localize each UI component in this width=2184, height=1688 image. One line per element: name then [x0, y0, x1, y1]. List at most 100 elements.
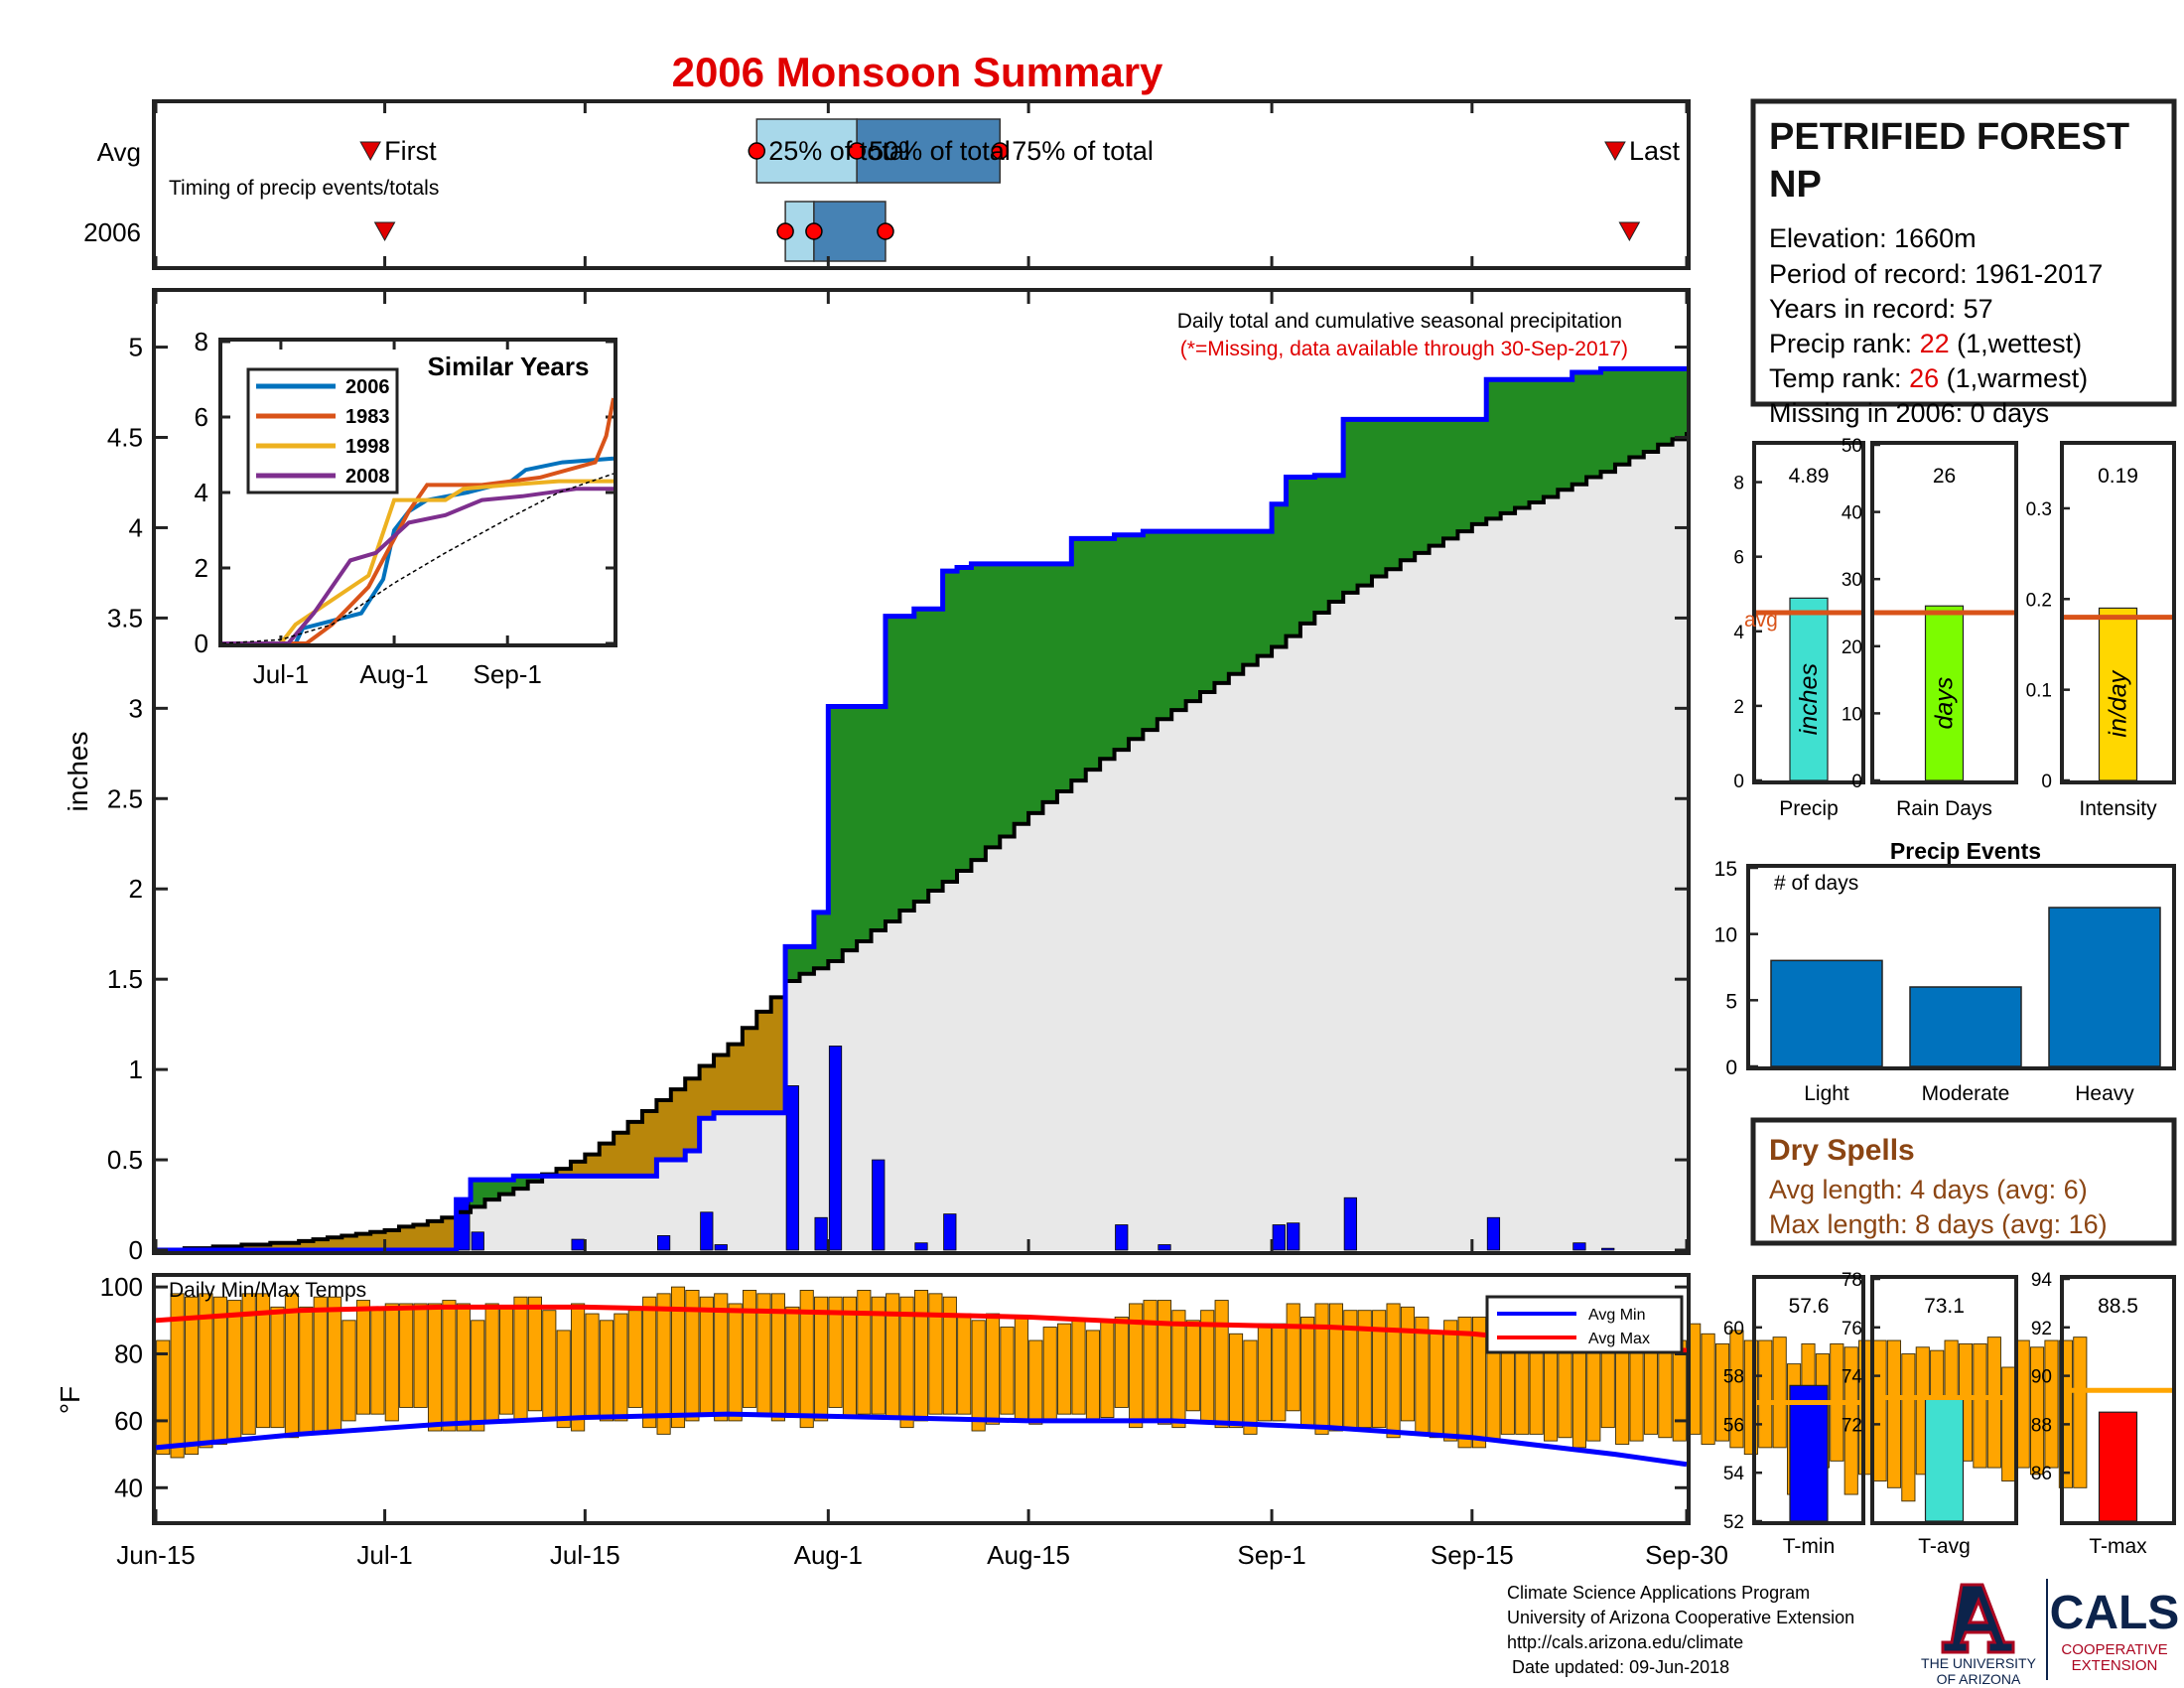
daily-precip-bar	[872, 1159, 886, 1251]
legend-avg-min: Avg Min	[1588, 1307, 1646, 1324]
daily-temp-bar	[785, 1306, 800, 1418]
daily-temp-bar	[1357, 1310, 1372, 1429]
daily-temp-bar	[1586, 1339, 1601, 1442]
daily-temp-bar	[585, 1313, 600, 1418]
daily-temp-bar	[1872, 1339, 1887, 1482]
daily-temp-bar	[284, 1293, 299, 1439]
daily-temp-bar	[1901, 1353, 1916, 1502]
daily-precip-bar	[1115, 1224, 1129, 1251]
daily-temp-bar	[1457, 1316, 1472, 1449]
dry-spells-title: Dry Spells	[1769, 1134, 1915, 1167]
temp-summary-value: 73.1	[1924, 1295, 1965, 1318]
daily-temp-bar	[1973, 1342, 1987, 1469]
summary-unit: days	[1931, 677, 1959, 730]
station-info-box: PETRIFIED FOREST NP Elevation: 1660m Per…	[1750, 98, 2177, 428]
temp-summary-bar-t-avg	[1924, 1396, 1965, 1522]
temp-summary-ytick-label: 86	[2031, 1464, 2052, 1484]
precip-events-ylabel: # of days	[1774, 872, 1858, 895]
timing-row-avg-label: Avg	[97, 137, 141, 167]
daily-temp-bar	[799, 1290, 814, 1429]
temp-summary-ytick-label: 90	[2031, 1367, 2052, 1388]
daily-temp-bar	[1986, 1336, 2001, 1469]
precip-events-bar-light	[1770, 959, 1883, 1067]
daily-temp-bar	[1042, 1327, 1057, 1422]
temp-summary-ytick-label: 60	[1723, 1319, 1744, 1339]
daily-temp-bar	[1228, 1333, 1244, 1429]
inset-legend-label-2008: 2008	[345, 466, 390, 488]
timing-label-first: First	[384, 136, 437, 166]
footer-credits: Climate Science Applications Program Uni…	[1507, 1583, 1854, 1677]
daily-precip-bar	[1486, 1216, 1501, 1251]
similar-years-title: Similar Years	[428, 352, 590, 381]
main-ytick-label: 3	[129, 693, 143, 723]
ua-logo-line-1: THE UNIVERSITY	[1921, 1655, 2037, 1671]
daily-temp-bar	[299, 1306, 314, 1435]
deficit-area	[184, 997, 786, 1250]
daily-temp-bar	[670, 1286, 686, 1429]
daily-temp-bar	[227, 1300, 242, 1442]
daily-temp-bar	[1071, 1320, 1086, 1415]
daily-temp-bar	[1214, 1300, 1229, 1429]
summary-value: 26	[1933, 465, 1956, 488]
daily-temp-bar	[986, 1313, 1001, 1425]
summary-ytick-label: 0.3	[2026, 499, 2052, 520]
main-ytick-label: 0	[129, 1235, 143, 1265]
daily-temp-bar	[341, 1320, 356, 1422]
daily-temp-bar	[1471, 1316, 1487, 1449]
main-ytick-label: 4.5	[107, 423, 143, 453]
temp-summary-axes-box	[1752, 1275, 1865, 1525]
daily-temp-bar	[370, 1306, 385, 1415]
daily-temp-bar	[1272, 1323, 1287, 1422]
daily-temp-bar	[957, 1313, 972, 1415]
daily-precip-bar	[457, 1198, 471, 1251]
station-precip-rank: Precip rank: 22 (1,wettest)	[1769, 329, 2082, 358]
daily-temp-bar	[313, 1296, 328, 1435]
date-axis: Jun-15 Jul-1 Jul-15 Aug-1 Aug-15 Sep-1 Sep-15 S…	[116, 1540, 1728, 1570]
timing-triangle-last	[1618, 221, 1641, 242]
daily-temp-bar	[156, 1339, 171, 1456]
daily-temp-bar	[714, 1293, 729, 1422]
timing-panel: Avg 2006 Timing of precip events/totals …	[83, 99, 1691, 270]
inset-line-average	[221, 473, 614, 644]
precip-events-category: Light	[1804, 1082, 1849, 1105]
main-ytick-label: 5	[129, 333, 143, 362]
daily-temp-bar	[184, 1296, 200, 1456]
timing-row-year-label: 2006	[83, 217, 141, 247]
temp-summary-ytick-label: 56	[1723, 1415, 1744, 1436]
temps-label: Daily Min/Max Temps	[169, 1279, 366, 1302]
summary-ytick-label: 0	[1851, 772, 1862, 792]
summary-ytick-label: 2	[1733, 697, 1744, 718]
daily-temp-bar	[1386, 1303, 1401, 1439]
inset-ytick-label: 4	[195, 478, 208, 507]
inset-xtick-label: Aug-1	[359, 659, 428, 689]
daily-temp-bar	[2015, 1339, 2030, 1469]
summary-unit: in/day	[2105, 669, 2132, 737]
main-ytick-label: 2	[129, 874, 143, 904]
timing-label-p75: 75% of total	[1012, 136, 1154, 166]
daily-temp-bar	[499, 1306, 514, 1415]
daily-temp-bar	[542, 1310, 557, 1418]
missing-data-note: (*=Missing, data available through 30-Se…	[1180, 338, 1628, 360]
daily-temp-bar	[270, 1306, 285, 1429]
daily-temp-bar	[456, 1303, 471, 1432]
temp-ytick-label: 80	[114, 1339, 143, 1369]
inset-xtick-label: Jul-1	[253, 659, 309, 689]
main-ytick-label: 0.5	[107, 1145, 143, 1175]
summary-ytick-label: 6	[1733, 548, 1744, 569]
dry-spells-max: Max length: 8 days (avg: 16)	[1769, 1209, 2108, 1239]
date-tick-label: Jul-1	[356, 1540, 412, 1570]
summary-unit: inches	[1795, 663, 1823, 735]
daily-temp-bar	[685, 1290, 700, 1422]
temp-summary-ytick-label: 74	[1842, 1367, 1863, 1388]
daily-temp-bar	[971, 1320, 986, 1432]
daily-temp-bar	[513, 1296, 528, 1422]
station-period: Period of record: 1961-2017	[1769, 259, 2103, 289]
cals-logo-line-1: COOPERATIVE	[2061, 1641, 2167, 1658]
daily-temp-bar	[256, 1293, 271, 1429]
cals-logo-line-2: EXTENSION	[2072, 1657, 2158, 1674]
daily-temp-bar	[1372, 1310, 1387, 1429]
summary-axes-box	[1870, 441, 2018, 784]
timing-box-25-50	[755, 118, 858, 184]
daily-temp-bar	[328, 1296, 342, 1432]
date-tick-label: Sep-15	[1431, 1540, 1514, 1570]
